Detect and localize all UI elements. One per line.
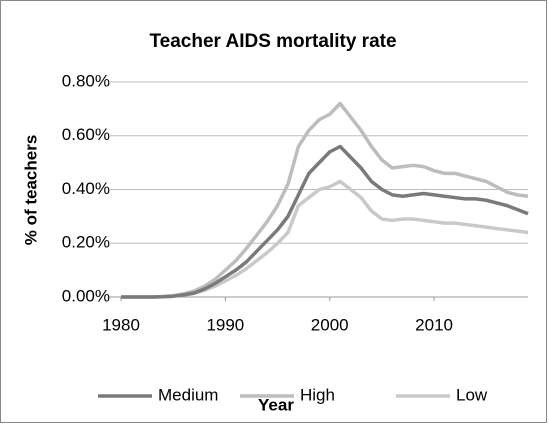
x-tick-label: 2010 — [415, 315, 453, 334]
x-tick-label: 1990 — [206, 315, 244, 334]
x-tick-label: 2000 — [311, 315, 349, 334]
legend-label: Low — [456, 385, 488, 404]
line-series — [121, 144, 529, 299]
legend-label: High — [300, 385, 335, 404]
legend-label: Medium — [158, 385, 218, 404]
y-tick-label: 0.00% — [62, 286, 110, 305]
chart-title: Teacher AIDS mortality rate — [149, 31, 396, 52]
y-tick-label: 0.20% — [62, 233, 110, 252]
x-tick-label: 1980 — [102, 315, 140, 334]
y-tick-label: 0.60% — [62, 125, 110, 144]
y-tick-label: 0.80% — [62, 71, 110, 90]
x-axis-title: Year — [258, 395, 294, 414]
y-axis-title: % of teachers — [21, 135, 40, 246]
y-tick-label: 0.40% — [62, 179, 110, 198]
